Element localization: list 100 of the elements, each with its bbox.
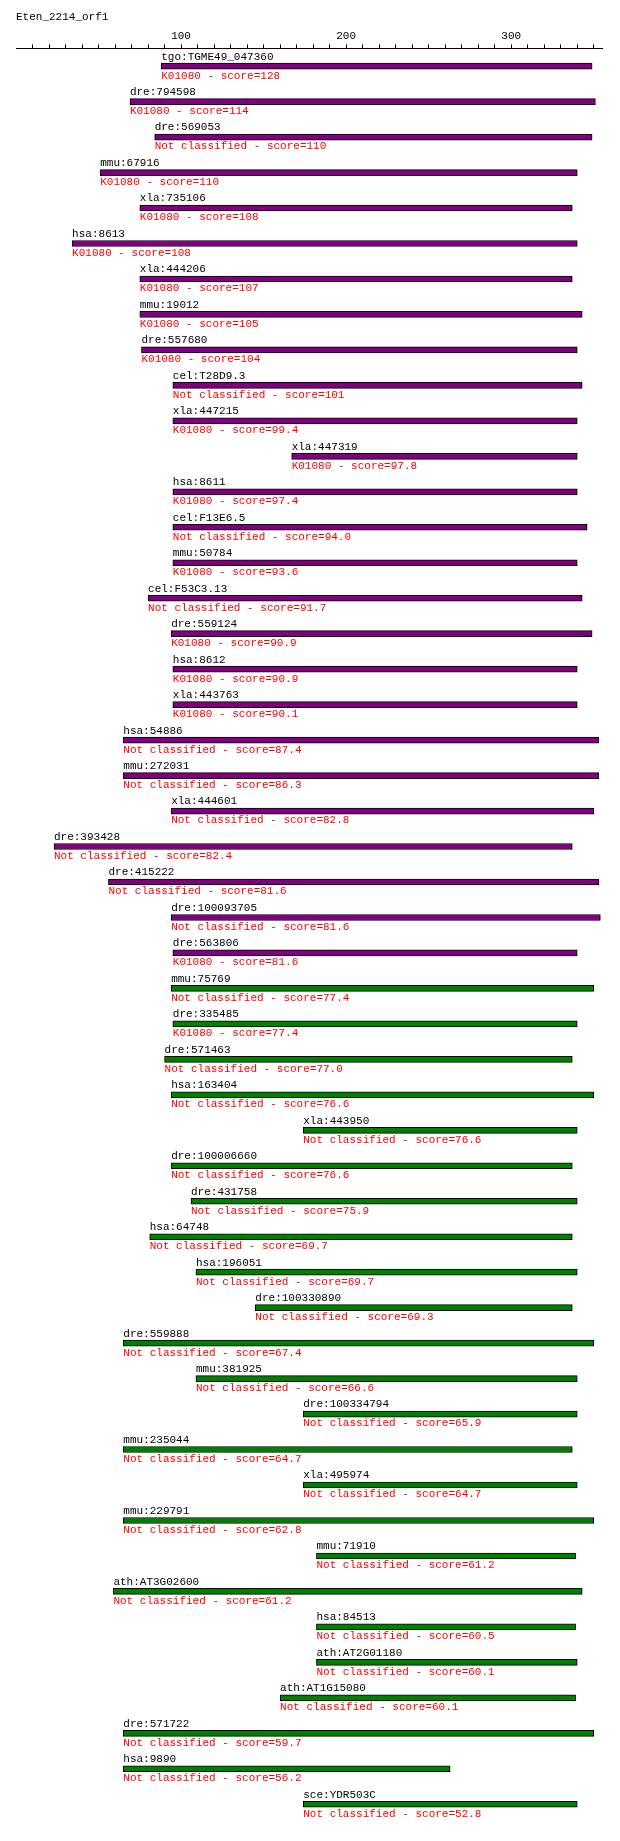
y-tick-label: hsa:84513 bbox=[316, 1611, 376, 1624]
annotation: K01080 - score=99.4 bbox=[172, 424, 299, 437]
y-tick-label: dre:569053 bbox=[154, 121, 221, 134]
y-tick-label: xla:443950 bbox=[303, 1114, 370, 1127]
annotation: K01080 - score=90.9 bbox=[171, 637, 297, 650]
y-tick-label: mmu:19012 bbox=[139, 298, 200, 311]
annotation: Not classified - score=101 bbox=[172, 388, 345, 401]
annotation: K01080 - score=77.4 bbox=[172, 1027, 299, 1040]
y-tick-label: dre:100093705 bbox=[171, 901, 257, 914]
y-tick-label: mmu:67916 bbox=[100, 156, 160, 169]
annotation: Not classified - score=64.7 bbox=[303, 1488, 482, 1501]
y-tick-label: dre:559124 bbox=[171, 618, 238, 631]
y-tick-label: mmu:381925 bbox=[195, 1363, 262, 1376]
y-tick-label: dre:415222 bbox=[108, 866, 175, 879]
y-tick-label: mmu:71910 bbox=[316, 1540, 376, 1553]
y-tick-label: xla:444206 bbox=[139, 263, 206, 276]
y-tick-label: hsa:163404 bbox=[171, 1079, 238, 1092]
annotation: Not classified - score=69.3 bbox=[255, 1311, 434, 1324]
annotation: K01080 - score=108 bbox=[139, 211, 259, 224]
annotation: Not classified - score=60.1 bbox=[316, 1665, 496, 1678]
annotation: K01080 - score=97.8 bbox=[291, 459, 418, 472]
y-tick-label: cel:F13E6.5 bbox=[172, 511, 246, 524]
y-tick-label: hsa:8613 bbox=[72, 227, 125, 240]
annotation: Not classified - score=56.2 bbox=[123, 1772, 302, 1785]
annotation: Not classified - score=91.7 bbox=[148, 601, 327, 614]
x-tick-label: 100 bbox=[171, 29, 191, 42]
y-tick-label: mmu:235044 bbox=[123, 1433, 190, 1446]
y-tick-label: xla:447319 bbox=[291, 440, 358, 453]
annotation: K01080 - score=81.6 bbox=[172, 956, 299, 969]
y-tick-label: dre:100330890 bbox=[255, 1292, 342, 1305]
annotation: Not classified - score=94.0 bbox=[172, 530, 352, 543]
annotation: Not classified - score=61.2 bbox=[316, 1559, 495, 1572]
annotation: Not classified - score=52.8 bbox=[303, 1807, 482, 1820]
annotation: Not classified - score=67.4 bbox=[123, 1346, 302, 1359]
annotation: K01080 - score=108 bbox=[72, 246, 191, 259]
annotation: Not classified - score=66.6 bbox=[195, 1382, 375, 1395]
annotation: Not classified - score=76.6 bbox=[303, 1133, 482, 1146]
annotation: K01080 - score=128 bbox=[161, 69, 281, 82]
y-tick-label: xla:735106 bbox=[139, 192, 206, 205]
annotation: Not classified - score=61.2 bbox=[113, 1594, 292, 1607]
annotation: Not classified - score=60.1 bbox=[280, 1701, 459, 1714]
annotation: Not classified - score=64.7 bbox=[123, 1452, 302, 1465]
y-tick-label: dre:571463 bbox=[164, 1043, 231, 1056]
annotation: K01080 - score=93.6 bbox=[172, 566, 299, 579]
annotation: K01080 - score=90.9 bbox=[172, 672, 299, 685]
annotation: K01080 - score=107 bbox=[139, 282, 259, 295]
y-tick-label: hsa:9890 bbox=[123, 1753, 177, 1766]
annotation: Not classified - score=82.8 bbox=[171, 814, 350, 827]
x-tick-label: 300 bbox=[501, 29, 522, 42]
y-tick-label: xla:443763 bbox=[172, 689, 239, 702]
y-tick-label: mmu:272031 bbox=[123, 759, 190, 772]
y-tick-label: xla:444601 bbox=[171, 795, 238, 808]
y-tick-label: dre:335485 bbox=[172, 1008, 239, 1021]
y-tick-label: hsa:8612 bbox=[172, 653, 226, 666]
annotation: Not classified - score=76.6 bbox=[171, 1098, 350, 1111]
y-tick-label: mmu:50784 bbox=[172, 547, 233, 560]
y-tick-label: dre:100006660 bbox=[171, 1150, 257, 1163]
y-tick-label: dre:794598 bbox=[129, 86, 196, 99]
y-tick-label: dre:100334794 bbox=[303, 1398, 390, 1411]
y-tick-label: ath:AT3G02600 bbox=[113, 1575, 200, 1588]
y-tick-label: dre:563806 bbox=[172, 937, 239, 950]
y-tick-label: hsa:8611 bbox=[172, 476, 227, 489]
annotation: Not classified - score=82.4 bbox=[53, 849, 233, 862]
y-tick-label: cel:F53C3.13 bbox=[148, 582, 228, 595]
y-tick-label: dre:571722 bbox=[123, 1717, 190, 1730]
annotation: Not classified - score=69.7 bbox=[149, 1240, 328, 1253]
annotation: Not classified - score=110 bbox=[154, 140, 327, 153]
y-tick-label: sce:YDR503C bbox=[303, 1788, 377, 1801]
annotation: Not classified - score=77.4 bbox=[171, 991, 350, 1004]
y-tick-label: hsa:196051 bbox=[195, 1256, 263, 1269]
x-tick-label: 200 bbox=[336, 29, 357, 42]
annotation: K01080 - score=110 bbox=[100, 175, 220, 188]
y-tick-label: ath:AT2G01180 bbox=[316, 1646, 403, 1659]
annotation: K01080 - score=105 bbox=[139, 317, 259, 330]
annotation: Not classified - score=65.9 bbox=[303, 1417, 482, 1430]
annotation: Not classified - score=77.0 bbox=[164, 1062, 343, 1075]
annotation: Not classified - score=87.4 bbox=[123, 743, 302, 756]
y-tick-label: dre:431758 bbox=[190, 1185, 257, 1198]
y-tick-label: xla:447215 bbox=[172, 405, 239, 418]
annotation: Not classified - score=75.9 bbox=[190, 1204, 370, 1217]
y-tick-label: xla:495974 bbox=[303, 1469, 370, 1482]
annotation: K01080 - score=97.4 bbox=[172, 495, 299, 508]
y-tick-label: hsa:64748 bbox=[149, 1221, 210, 1234]
annotation: Not classified - score=60.5 bbox=[316, 1630, 495, 1643]
y-tick-label: cel:T28D9.3 bbox=[172, 369, 246, 382]
y-tick-label: dre:557680 bbox=[141, 334, 208, 347]
y-tick-label: ath:AT1G15080 bbox=[280, 1682, 366, 1695]
annotation: Not classified - score=86.3 bbox=[123, 778, 302, 791]
annotation: Not classified - score=76.6 bbox=[171, 1169, 350, 1182]
annotation: K01080 - score=90.1 bbox=[172, 708, 299, 721]
annotation: K01080 - score=114 bbox=[129, 105, 250, 118]
chart-title: Eten_2214_orf1 bbox=[16, 10, 109, 23]
annotation: K01080 - score=104 bbox=[141, 353, 261, 366]
annotation: Not classified - score=69.7 bbox=[195, 1275, 375, 1288]
y-tick-label: dre:559888 bbox=[123, 1327, 190, 1340]
annotation: Not classified - score=59.7 bbox=[123, 1736, 302, 1749]
y-tick-label: mmu:229791 bbox=[123, 1504, 190, 1517]
y-tick-label: tgo:TGME49_047360 bbox=[161, 50, 274, 63]
annotation: Not classified - score=62.8 bbox=[123, 1523, 302, 1536]
y-tick-label: mmu:75769 bbox=[171, 972, 231, 985]
